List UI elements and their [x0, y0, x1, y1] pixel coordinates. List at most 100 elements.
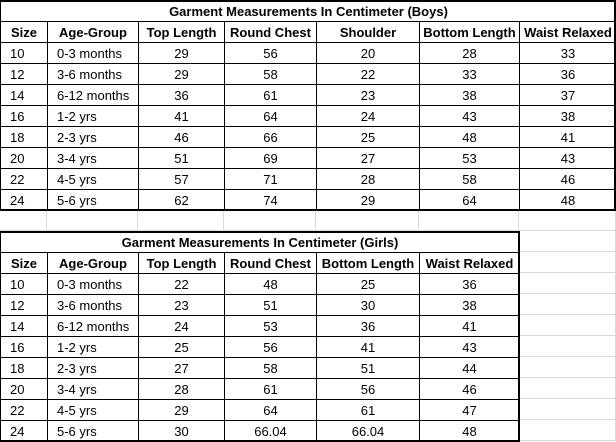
grid-cell [519, 273, 616, 294]
grid-cell [519, 357, 616, 378]
table-cell: 24 [316, 105, 420, 127]
table-cell: 22 [0, 168, 48, 190]
grid-cell [47, 210, 138, 231]
table-cell: 3-6 months [47, 294, 139, 316]
table-cell: 0-3 months [47, 42, 139, 64]
table-cell: 6-12 months [47, 315, 139, 337]
table-cell: 37 [519, 84, 616, 106]
table-cell: 38 [419, 294, 520, 316]
table-cell: 12 [0, 294, 48, 316]
table-cell: 53 [224, 315, 317, 337]
table-cell: 3-4 yrs [47, 378, 139, 400]
grid-cell [316, 210, 419, 231]
table-cell: 48 [419, 126, 520, 148]
table-cell: 36 [138, 84, 225, 106]
table-cell: 57 [138, 168, 225, 190]
table-cell: 36 [519, 63, 616, 85]
table-cell: 27 [138, 357, 225, 379]
table-cell: 66 [224, 126, 317, 148]
table-cell: 30 [316, 294, 420, 316]
table-cell: 16 [0, 105, 48, 127]
table-cell: 2-3 yrs [47, 357, 139, 379]
column-header: Age-Group [47, 252, 139, 274]
table-cell: 38 [419, 84, 520, 106]
table-cell: 46 [519, 168, 616, 190]
table-cell: 64 [419, 189, 520, 211]
table-cell: 61 [224, 378, 317, 400]
column-header: Size [0, 21, 48, 43]
table-cell: 56 [224, 336, 317, 358]
table-cell: 28 [138, 378, 225, 400]
column-header: Top Length [138, 252, 225, 274]
grid-cell [519, 378, 616, 399]
table-cell: 24 [138, 315, 225, 337]
table-cell: 25 [316, 126, 420, 148]
table-cell: 61 [224, 84, 317, 106]
table-cell: 46 [138, 126, 225, 148]
grid-cell [519, 252, 616, 273]
grid-cell [224, 210, 316, 231]
table-cell: 51 [138, 147, 225, 169]
table-cell: 41 [138, 105, 225, 127]
table-cell: 1-2 yrs [47, 105, 139, 127]
table-cell: 46 [419, 378, 520, 400]
table-cell: 5-6 yrs [47, 420, 139, 442]
table-cell: 20 [0, 378, 48, 400]
table-cell: 62 [138, 189, 225, 211]
table-cell: 41 [419, 315, 520, 337]
table-cell: 47 [419, 399, 520, 421]
table-cell: 5-6 yrs [47, 189, 139, 211]
table-title: Garment Measurements In Centimeter (Boys… [0, 0, 616, 22]
table-cell: 24 [0, 420, 48, 442]
column-header: Size [0, 252, 48, 274]
column-header: Waist Relaxed [519, 21, 616, 43]
table-cell: 43 [519, 147, 616, 169]
table-cell: 29 [138, 42, 225, 64]
grid-cell [519, 336, 616, 357]
table-cell: 43 [419, 105, 520, 127]
table-cell: 16 [0, 336, 48, 358]
table-cell: 38 [519, 105, 616, 127]
column-header: Waist Relaxed [419, 252, 520, 274]
table-cell: 14 [0, 315, 48, 337]
table-cell: 18 [0, 357, 48, 379]
table-cell: 61 [316, 399, 420, 421]
table-cell: 36 [316, 315, 420, 337]
table-cell: 20 [316, 42, 420, 64]
table-cell: 58 [419, 168, 520, 190]
grid-cell [419, 210, 519, 231]
grid-cell [519, 210, 616, 231]
table-cell: 51 [224, 294, 317, 316]
grid-cell [0, 210, 47, 231]
table-cell: 33 [419, 63, 520, 85]
table-cell: 43 [419, 336, 520, 358]
table-cell: 22 [138, 273, 225, 295]
column-header: Round Chest [224, 252, 317, 274]
table-cell: 3-6 months [47, 63, 139, 85]
table-cell: 48 [224, 273, 317, 295]
table-cell: 33 [519, 42, 616, 64]
table-cell: 29 [316, 189, 420, 211]
table-cell: 25 [316, 273, 420, 295]
table-cell: 18 [0, 126, 48, 148]
column-header: Bottom Length [419, 21, 520, 43]
table-cell: 3-4 yrs [47, 147, 139, 169]
table-cell: 36 [419, 273, 520, 295]
table-cell: 66.04 [224, 420, 317, 442]
table-cell: 51 [316, 357, 420, 379]
table-cell: 22 [0, 399, 48, 421]
table-cell: 58 [224, 63, 317, 85]
table-cell: 23 [316, 84, 420, 106]
table-cell: 22 [316, 63, 420, 85]
table-cell: 1-2 yrs [47, 336, 139, 358]
table-cell: 71 [224, 168, 317, 190]
table-cell: 24 [0, 189, 48, 211]
table-cell: 2-3 yrs [47, 126, 139, 148]
table-cell: 56 [316, 378, 420, 400]
table-cell: 28 [419, 42, 520, 64]
column-header: Shoulder [316, 21, 420, 43]
table-cell: 14 [0, 84, 48, 106]
table-cell: 69 [224, 147, 317, 169]
table-cell: 12 [0, 63, 48, 85]
table-cell: 0-3 months [47, 273, 139, 295]
